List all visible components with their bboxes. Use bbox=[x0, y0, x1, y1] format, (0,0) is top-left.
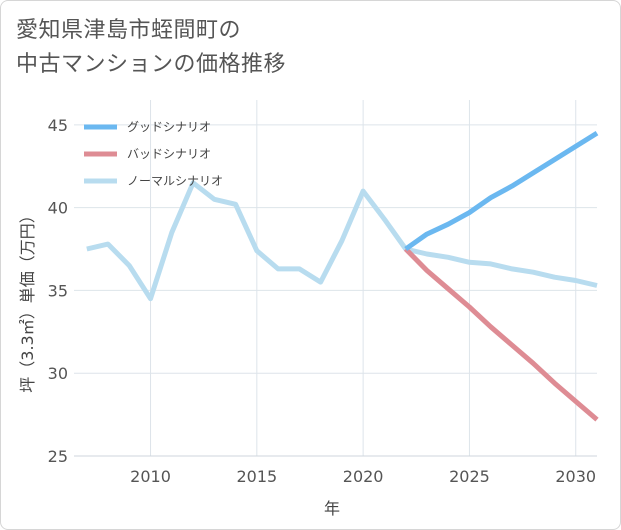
legend-label: ノーマルシナリオ bbox=[127, 174, 223, 188]
series-line-good bbox=[404, 130, 599, 252]
x-axis-label: 年 bbox=[324, 499, 340, 518]
legend-label: グッドシナリオ bbox=[127, 120, 211, 134]
x-tick-label: 2020 bbox=[343, 467, 384, 486]
x-tick-label: 2030 bbox=[555, 467, 596, 486]
legend-label: バッドシナリオ bbox=[127, 147, 211, 161]
y-tick-label: 40 bbox=[48, 199, 68, 218]
grid bbox=[74, 100, 597, 457]
y-tick-label: 45 bbox=[48, 116, 68, 135]
x-tick-label: 2025 bbox=[449, 467, 490, 486]
y-tick-label: 30 bbox=[48, 364, 68, 383]
x-axis: 2010 2015 2020 2025 2030 bbox=[130, 467, 596, 486]
series-line-normal bbox=[86, 180, 598, 302]
x-tick-label: 2015 bbox=[236, 467, 277, 486]
series-line-bad bbox=[403, 247, 599, 422]
chart-title: 愛知県津島市蛭間町の 中古マンションの価格推移 bbox=[16, 14, 606, 82]
series-lines bbox=[86, 130, 599, 422]
y-axis: 25 30 35 40 45 bbox=[48, 116, 68, 466]
chart-title-line-2: 中古マンションの価格推移 bbox=[16, 52, 287, 77]
y-tick-label: 25 bbox=[48, 447, 68, 466]
y-axis-label: 坪（3.3㎡）単価（万円） bbox=[18, 207, 37, 392]
x-tick-label: 2010 bbox=[130, 467, 171, 486]
chart-title-line-1: 愛知県津島市蛭間町の bbox=[16, 18, 242, 43]
y-tick-label: 35 bbox=[48, 281, 68, 300]
